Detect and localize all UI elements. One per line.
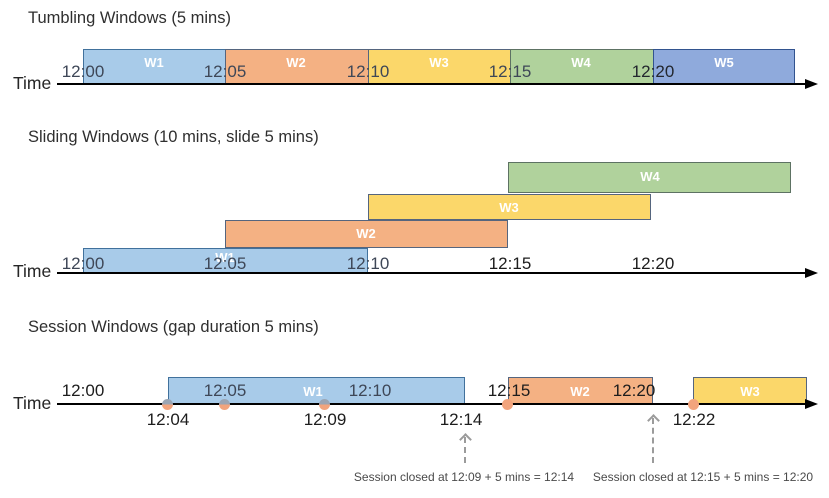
session-close-arrow: [652, 418, 654, 463]
axis-time-label: 12:09: [303, 410, 347, 429]
axis-time-label: 12:00: [61, 381, 105, 400]
tumbling-window-w4: [510, 49, 654, 84]
window-label: W5: [714, 55, 734, 70]
sliding-window-w3: [368, 194, 651, 220]
event-dot: [219, 399, 230, 410]
tick-label: 12:05: [203, 381, 247, 400]
sliding-window-w2: [225, 220, 508, 248]
window-label: W2: [356, 226, 376, 241]
tick-label: 12:10: [346, 254, 390, 273]
sliding-window-w4: [508, 162, 791, 193]
tick-label: 12:15: [488, 62, 532, 81]
tick-label: 12:05: [203, 62, 247, 81]
window-label: W1: [303, 384, 323, 399]
sliding-time-axis-title: Time: [13, 261, 52, 281]
tumbling-time-axis-title: Time: [13, 73, 52, 93]
window-label: W4: [640, 169, 660, 184]
window-label: W2: [286, 55, 306, 70]
session-time-axis-title: Time: [13, 393, 52, 413]
window-label: W2: [570, 384, 590, 399]
tumbling-title: Tumbling Windows (5 mins): [28, 9, 231, 27]
tick-label: 12:10: [348, 381, 392, 400]
tick-label: 12:00: [61, 254, 105, 273]
sliding-window-w1: [83, 248, 368, 273]
tick-label: 12:10: [346, 62, 390, 81]
axis-time-label: 12:14: [439, 410, 483, 429]
tick-label: 12:20: [631, 254, 675, 273]
session-close-annotation: Session closed at 12:15 + 5 mins = 12:20: [592, 470, 814, 484]
session-close-annotation: Session closed at 12:09 + 5 mins = 12:14: [353, 470, 575, 484]
tick-label: 12:20: [631, 62, 675, 81]
session-title: Session Windows (gap duration 5 mins): [28, 318, 319, 336]
event-dot: [502, 399, 513, 410]
window-label: W3: [740, 384, 760, 399]
window-label: W3: [499, 200, 519, 215]
tumbling-window-w2: [225, 49, 369, 84]
session-close-arrow: [464, 437, 466, 463]
tumbling-time-axis: [57, 83, 806, 85]
session-window-w2: [508, 377, 653, 404]
event-dot: [319, 399, 330, 410]
tick-label: 12:05: [203, 254, 247, 273]
window-label: W1: [215, 250, 235, 265]
tumbling-axis-arrowhead-icon: [805, 79, 818, 89]
sliding-time-axis: [57, 272, 806, 274]
sliding-title: Sliding Windows (10 mins, slide 5 mins): [28, 128, 319, 146]
session-time-axis: [57, 403, 806, 405]
window-label: W1: [144, 55, 164, 70]
axis-time-label: 12:15: [487, 381, 531, 400]
session-window-w3: [693, 377, 807, 404]
session-axis-arrowhead-icon: [805, 399, 818, 409]
tick-label: 12:15: [488, 254, 532, 273]
axis-time-label: 12:22: [672, 410, 716, 429]
window-label: W3: [429, 55, 449, 70]
sliding-axis-arrowhead-icon: [805, 268, 818, 278]
event-dot: [162, 399, 173, 410]
event-dot: [688, 399, 699, 410]
window-label: W4: [571, 55, 591, 70]
tick-label: 12:00: [61, 62, 105, 81]
tumbling-window-w1: [83, 49, 226, 84]
axis-time-label: 12:20: [612, 381, 656, 400]
axis-time-label: 12:04: [146, 410, 190, 429]
